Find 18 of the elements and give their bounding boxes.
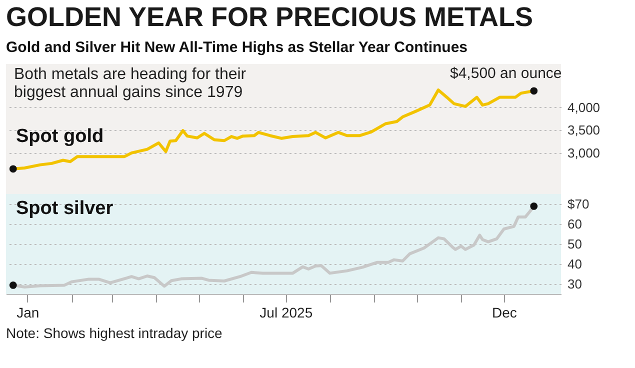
y-tick-label: 3,000	[568, 145, 600, 160]
chart-title: GOLDEN YEAR FOR PRECIOUS METALS	[6, 2, 534, 32]
y-tick-label: 50	[568, 236, 582, 252]
chart-subtitle: Gold and Silver Hit New All-Time Highs as Stellar Year Continues	[6, 39, 468, 56]
annotation: $4,500 an ounce	[450, 64, 562, 82]
text: Spot silver	[16, 198, 114, 219]
x-tick-label: Jan	[16, 304, 40, 320]
x-tick-label: Dec	[492, 304, 517, 320]
y-tick-label: 40	[568, 256, 582, 272]
y-tick-label: 60	[568, 216, 582, 232]
y-tick-label: 30	[568, 276, 582, 292]
text: Note: Shows highest intraday price	[6, 325, 223, 341]
series-label: Spot gold	[16, 126, 104, 147]
y-tick-label: $70	[568, 196, 590, 212]
y-tick-label: 4,000	[568, 100, 600, 115]
y-tick-label: 3,500	[568, 122, 600, 138]
x-tick-label: Jul 2025	[260, 304, 313, 320]
annotation: Both metals are heading for their biggest annual gains since 1979	[14, 66, 247, 101]
